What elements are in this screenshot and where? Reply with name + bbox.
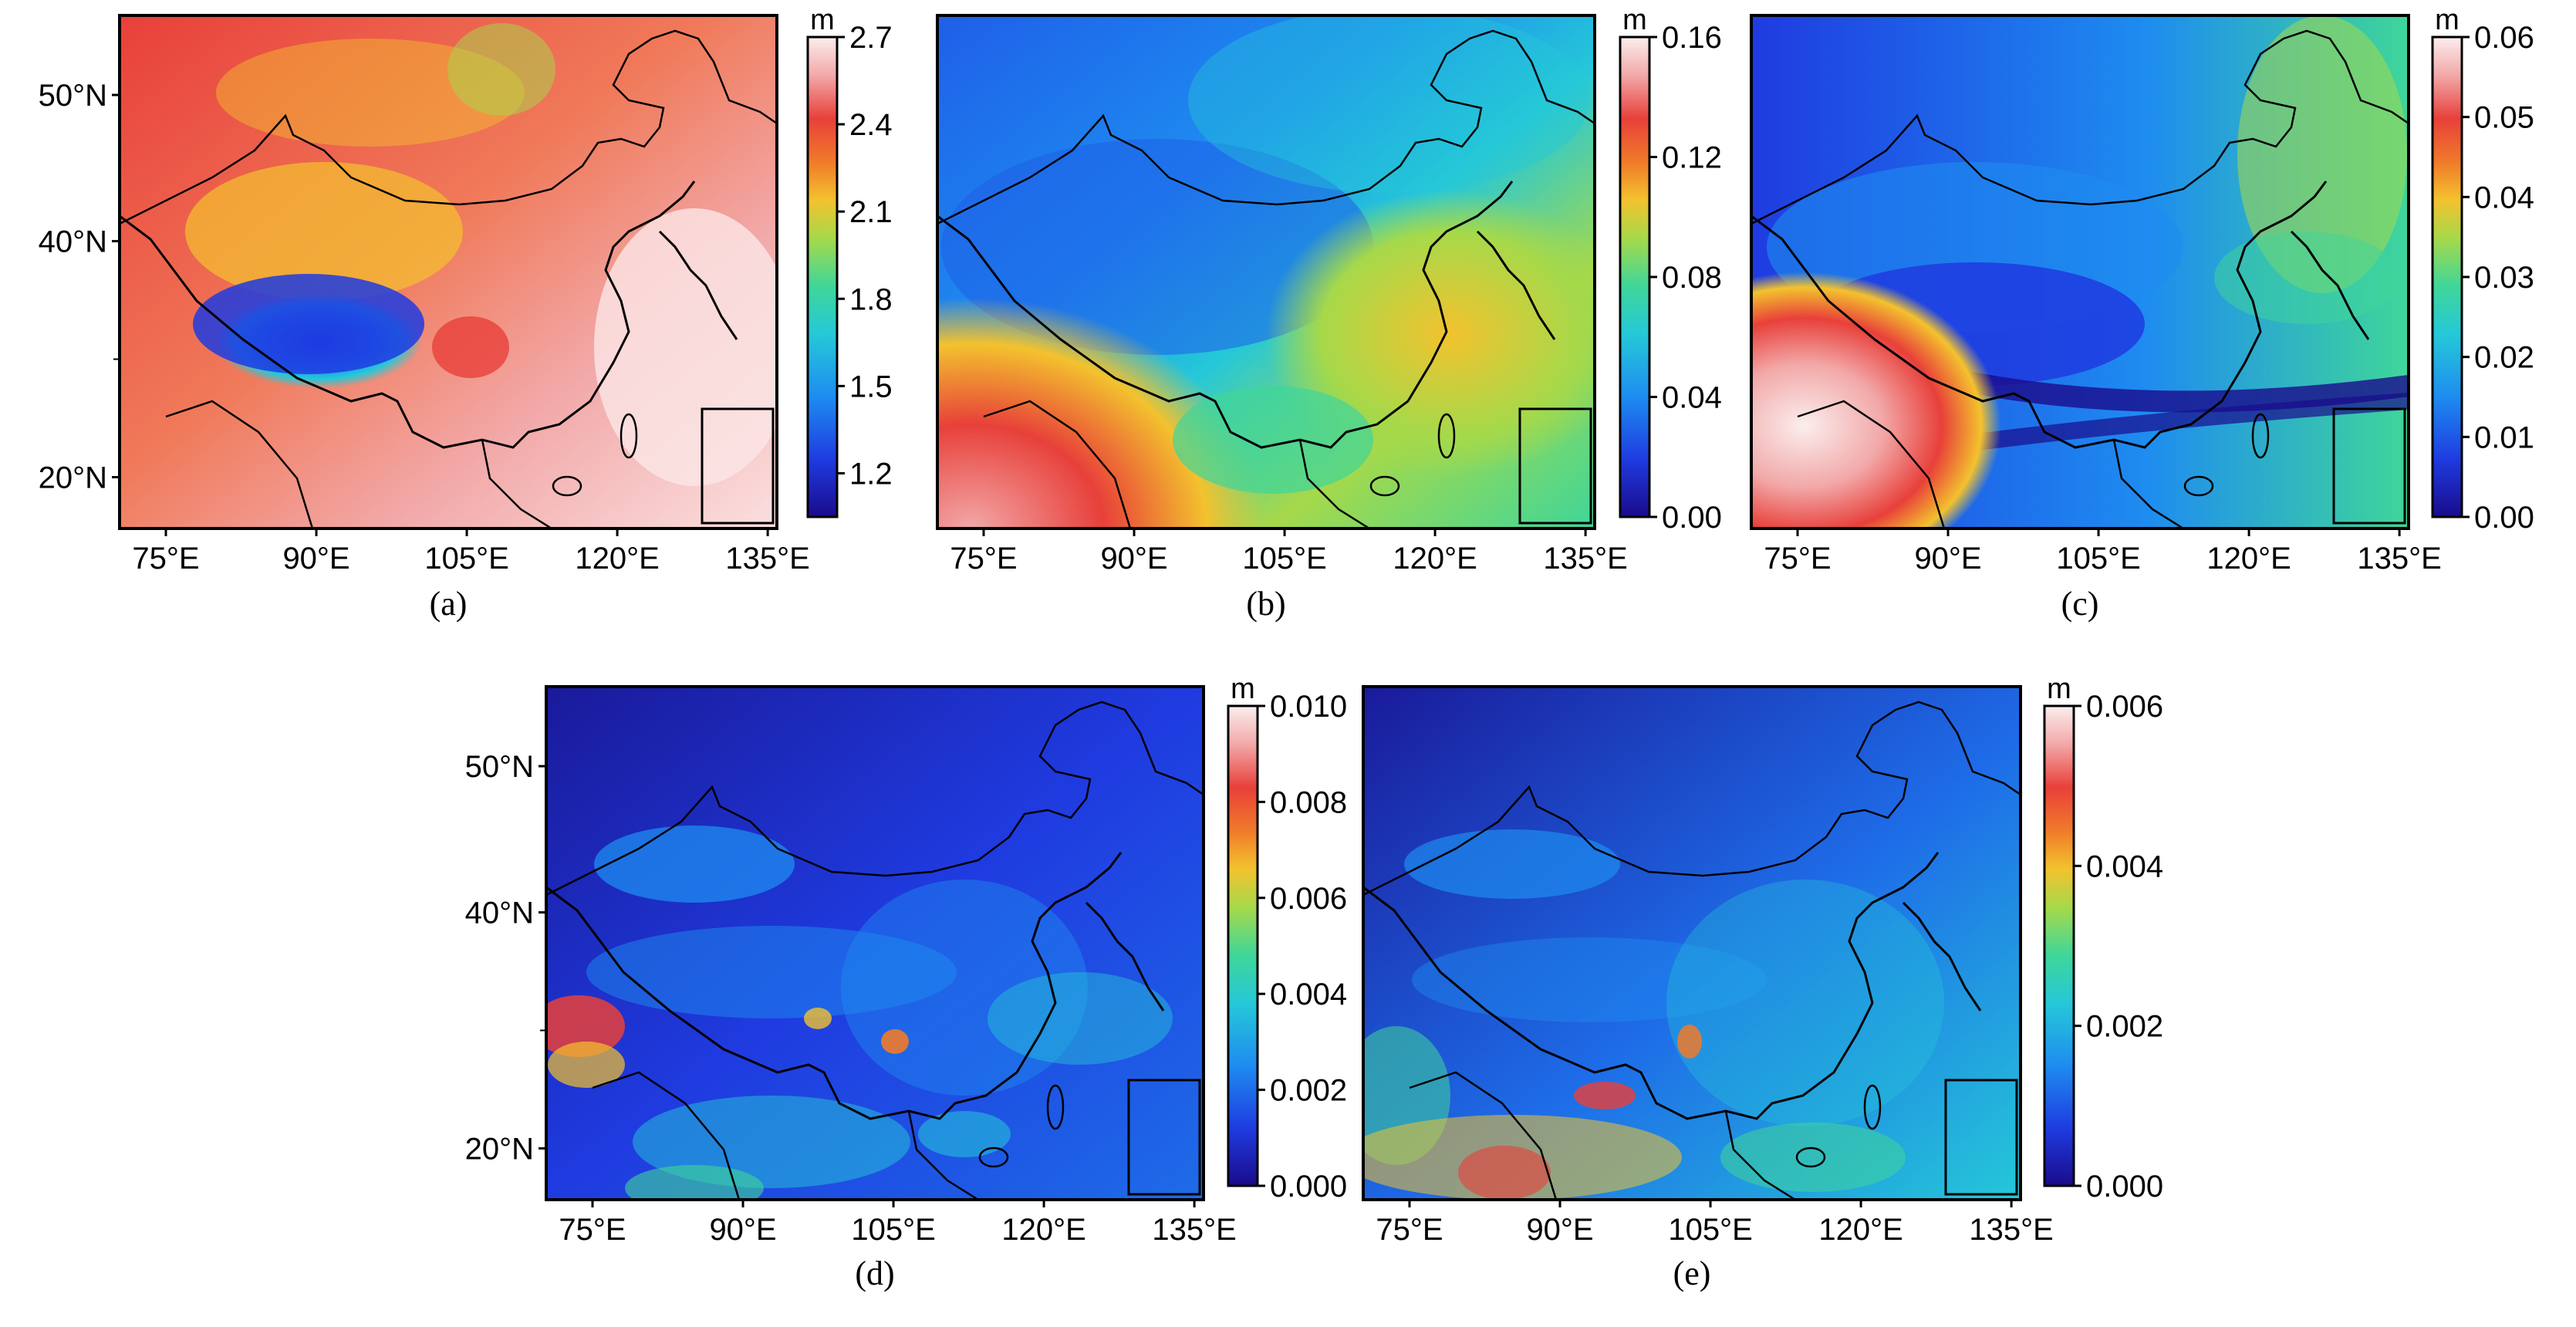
colorbar-tick-label: 0.01: [2474, 420, 2534, 454]
y-tick-label: 50°N: [465, 750, 534, 784]
x-tick-label: 120°E: [1818, 1213, 1902, 1247]
x-tick-label: 90°E: [1100, 542, 1167, 576]
x-tick-label: 120°E: [1393, 542, 1477, 576]
colorbar-tick-label: 0.08: [1662, 261, 1722, 295]
x-tick-label: 75°E: [950, 542, 1017, 576]
colorbar-tick-label: 1.5: [849, 370, 893, 404]
x-tick-label: 75°E: [559, 1213, 626, 1247]
x-tick-label: 75°E: [132, 542, 199, 576]
y-tick-label: 20°N: [39, 461, 107, 495]
x-tick-label: 105°E: [424, 542, 508, 576]
x-tick-label: 75°E: [1376, 1213, 1443, 1247]
colorbar-tick-label: 0.000: [2086, 1170, 2163, 1204]
colorbar-tick-label: 2.7: [849, 21, 893, 55]
x-tick-label: 105°E: [2056, 542, 2140, 576]
colorbar-unit: m: [810, 4, 835, 36]
colorbar-tick-label: 0.06: [2474, 21, 2534, 55]
x-tick-label: 90°E: [709, 1213, 776, 1247]
x-tick-label: 135°E: [1969, 1213, 2053, 1247]
colorbar-unit: m: [1622, 4, 1647, 36]
colorbar-unit: m: [2435, 4, 2460, 36]
panel-caption: (c): [2061, 585, 2099, 623]
colorbar-unit: m: [2047, 673, 2071, 705]
colorbar-ticks: 0.006 0.004 0.002 0.000: [2074, 690, 2163, 1204]
colorbar-tick-label: 0.010: [1270, 690, 1347, 724]
y-tick-label: 40°N: [465, 896, 534, 930]
panel-b: m 0.16 0.12 0.08 0.04 0.00 75°E 90°E 105°E 120°…: [936, 4, 1722, 623]
y-tick-label: 40°N: [39, 225, 107, 259]
colorbar-unit: m: [1231, 673, 1255, 705]
x-tick-label: 75°E: [1764, 542, 1831, 576]
colorbar-tick-label: 2.4: [849, 108, 893, 142]
y-tick-label: 20°N: [465, 1133, 534, 1167]
colorbar-ticks: 0.06 0.05 0.04 0.03 0.02 0.01 0.00: [2462, 21, 2534, 535]
colorbar-tick-label: 0.00: [1662, 501, 1722, 535]
colorbar-tick-label: 0.16: [1662, 21, 1722, 55]
colorbar-tick-label: 0.03: [2474, 261, 2534, 295]
x-tick-label: 105°E: [1668, 1213, 1752, 1247]
colorbar-tick-label: 1.2: [849, 457, 893, 491]
colorbar-tick-label: 0.000: [1270, 1170, 1347, 1204]
colorbar-tick-label: 0.004: [2086, 849, 2163, 883]
x-axis-ticks: 75°E 90°E 105°E 120°E 135°E: [1376, 1200, 2054, 1247]
x-tick-label: 105°E: [1242, 542, 1326, 576]
panel-caption: (e): [1673, 1254, 1711, 1292]
y-axis-ticks: 50°N 40°N 20°N: [465, 750, 546, 1167]
x-tick-label: 120°E: [1001, 1213, 1085, 1247]
colorbar-tick-label: 0.04: [1662, 381, 1722, 415]
colorbar-tick-label: 0.04: [2474, 181, 2534, 214]
colorbar-tick-label: 0.05: [2474, 101, 2534, 135]
x-tick-label: 90°E: [1914, 542, 1981, 576]
colorbar-tick-label: 0.008: [1270, 785, 1347, 819]
colorbar-tick-label: 1.8: [849, 282, 893, 316]
x-axis-ticks: 75°E 90°E 105°E 120°E 135°E: [132, 528, 810, 576]
colorbar-ticks: 0.16 0.12 0.08 0.04 0.00: [1649, 21, 1722, 535]
panel-caption: (b): [1246, 585, 1285, 623]
x-tick-label: 90°E: [282, 542, 349, 576]
x-tick-label: 120°E: [2206, 542, 2291, 576]
x-axis-ticks: 75°E 90°E 105°E 120°E 135°E: [559, 1200, 1237, 1247]
colorbar-tick-label: 0.002: [2086, 1010, 2163, 1044]
colorbar-tick-label: 0.12: [1662, 141, 1722, 175]
x-axis-ticks: 75°E 90°E 105°E 120°E 135°E: [950, 528, 1628, 576]
colorbar-tick-label: 0.02: [2474, 341, 2534, 375]
panel-e: m 0.006 0.004 0.002 0.000 75°E 90°E 105°E 120°…: [1362, 673, 2163, 1292]
x-tick-label: 90°E: [1526, 1213, 1593, 1247]
panel-caption: (a): [430, 585, 468, 623]
y-axis-ticks: 50°N 40°N 20°N: [39, 79, 120, 495]
x-tick-label: 135°E: [1152, 1213, 1236, 1247]
x-tick-label: 120°E: [575, 542, 659, 576]
colorbar-ticks: 2.7 2.4 2.1 1.8 1.5 1.2: [837, 21, 893, 491]
x-tick-label: 135°E: [1543, 542, 1627, 576]
colorbar-ticks: 0.010 0.008 0.006 0.004 0.002 0.000: [1258, 690, 1347, 1204]
panel-a: m 2.7 2.4 2.1 1.8 1.5 1.2 50°N 40°N 20°N 75°E 90…: [39, 4, 893, 623]
x-axis-ticks: 75°E 90°E 105°E 120°E 135°E: [1764, 528, 2442, 576]
colorbar-tick-label: 2.1: [849, 195, 893, 229]
colorbar-tick-label: 0.00: [2474, 501, 2534, 535]
panel-c: m 0.06 0.05 0.04 0.03 0.02 0.01 0.00 75°E 90°E 1…: [1750, 4, 2534, 623]
colorbar-tick-label: 0.006: [2086, 690, 2163, 724]
y-tick-label: 50°N: [39, 79, 107, 113]
colorbar-tick-label: 0.006: [1270, 882, 1347, 916]
panel-caption: (d): [855, 1254, 894, 1292]
x-tick-label: 105°E: [851, 1213, 935, 1247]
colorbar-tick-label: 0.002: [1270, 1074, 1347, 1108]
x-tick-label: 135°E: [725, 542, 809, 576]
colorbar-tick-label: 0.004: [1270, 978, 1347, 1011]
x-tick-label: 135°E: [2357, 542, 2441, 576]
panel-d: m 0.010 0.008 0.006 0.004 0.002 0.000 50°N 40°…: [465, 673, 1347, 1292]
